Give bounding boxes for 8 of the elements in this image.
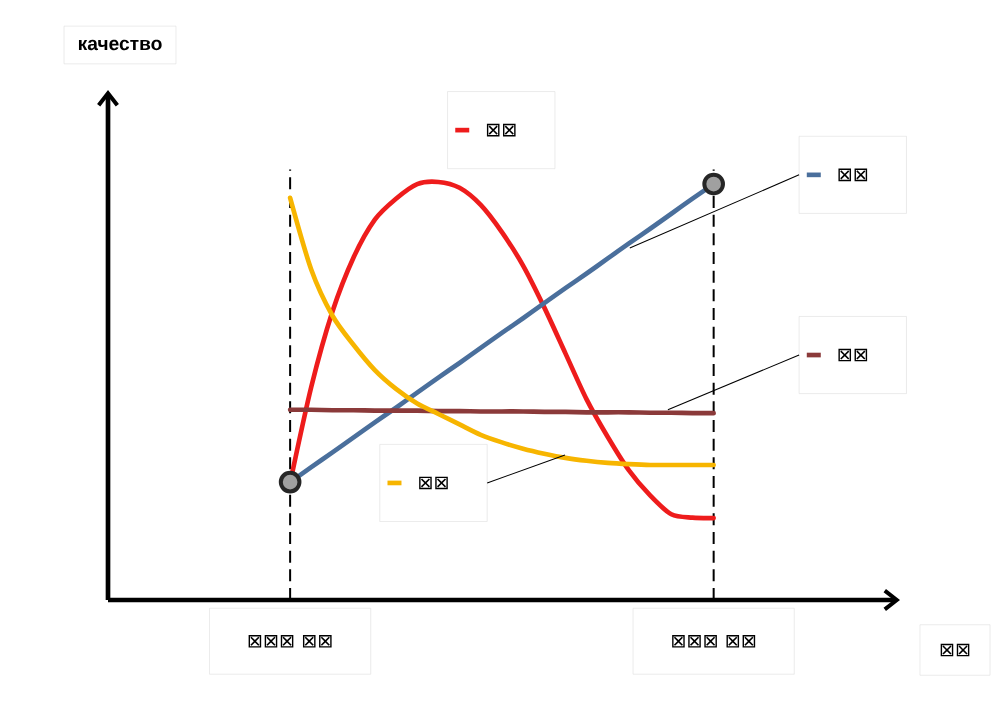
legend-label: ⊠⊠ (486, 123, 516, 137)
x-tick-label: ⊠⊠⊠ ⊠⊠ (672, 634, 756, 648)
text: качество (78, 39, 162, 51)
x-tick-label: ⊠⊠⊠ ⊠⊠ (248, 634, 332, 648)
legend-label: ⊠⊠ (838, 348, 868, 362)
legend-label: ⊠⊠ (838, 168, 868, 182)
text: ⊠⊠ (940, 643, 970, 657)
legend-label: ⊠⊠ (419, 476, 448, 490)
